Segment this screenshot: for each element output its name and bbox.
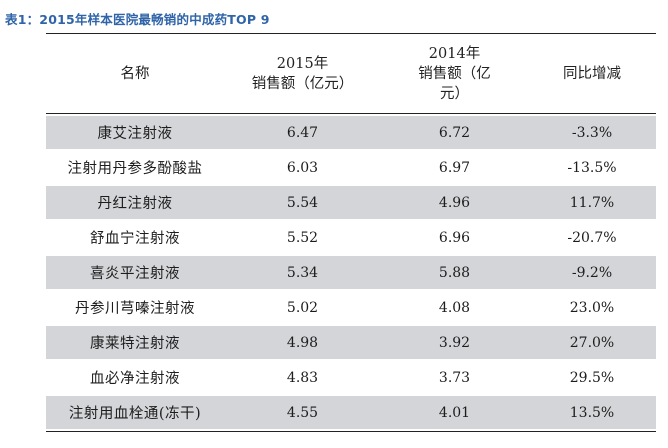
cell-sales-2015: 5.34 — [286, 264, 319, 281]
cell-yoy-change: 13.5% — [569, 404, 615, 421]
cell-yoy-change: 29.5% — [569, 369, 615, 386]
table-header: 名称 2015年 销售额（亿元） 2014年 销售额（亿 元） 同比增减 — [46, 34, 656, 114]
cell-drug-name: 注射用丹参多酚酸盐 — [67, 161, 203, 177]
cell-sales-2014: 3.92 — [438, 334, 471, 351]
table-body: 康艾注射液 6.47 6.72 -3.3% 注射用丹参多酚酸盐 6.03 6.97 -13.5… — [46, 116, 656, 429]
cell-sales-2015: 6.47 — [286, 124, 319, 141]
cell-sales-2015: 6.03 — [286, 159, 319, 176]
cell-yoy-change: 27.0% — [569, 334, 615, 351]
cell-yoy-change: -13.5% — [567, 159, 617, 176]
cell-yoy-change: -3.3% — [571, 124, 613, 141]
header-yoy: 同比增减 — [528, 34, 656, 113]
cell-sales-2014: 6.72 — [438, 124, 471, 141]
header-yoy-label: 同比增减 — [563, 65, 621, 82]
header-sales-2015-label: 销售额（亿元） — [251, 75, 354, 92]
table-row: 康艾注射液 6.47 6.72 -3.3% — [46, 116, 656, 149]
table-row: 血必净注射液 4.83 3.73 29.5% — [46, 361, 656, 394]
cell-sales-2014: 6.96 — [438, 229, 471, 246]
cell-drug-name: 康莱特注射液 — [90, 336, 180, 352]
cell-yoy-change: 11.7% — [569, 194, 615, 211]
cell-sales-2014: 3.73 — [438, 369, 471, 386]
cell-drug-name: 丹参川芎嗪注射液 — [75, 301, 195, 317]
cell-drug-name: 丹红注射液 — [97, 196, 173, 212]
cell-drug-name: 舒血宁注射液 — [90, 231, 180, 247]
header-sales-2014-label: 销售额（亿 — [418, 65, 491, 82]
header-sales-2014-label-cont: 元） — [440, 85, 469, 102]
cell-yoy-change: -9.2% — [571, 264, 613, 281]
cell-yoy-change: 23.0% — [569, 299, 615, 316]
sales-table: 名称 2015年 销售额（亿元） 2014年 销售额（亿 元） 同比增减 康艾注… — [46, 33, 656, 432]
cell-sales-2014: 4.96 — [438, 194, 471, 211]
table-row: 丹红注射液 5.54 4.96 11.7% — [46, 186, 656, 219]
cell-drug-name: 注射用血栓通(冻干) — [68, 406, 202, 422]
cell-drug-name: 喜炎平注射液 — [90, 266, 180, 282]
cell-sales-2014: 4.08 — [438, 299, 471, 316]
cell-yoy-change: -20.7% — [567, 229, 617, 246]
header-sales-2014-year: 2014年 — [428, 45, 481, 62]
cell-sales-2014: 5.88 — [438, 264, 471, 281]
table-row: 注射用丹参多酚酸盐 6.03 6.97 -13.5% — [46, 151, 656, 184]
header-sales-2014: 2014年 销售额（亿 元） — [381, 34, 528, 113]
table-caption: 表1：2015年样本医院最畅销的中成药TOP 9 — [5, 12, 270, 27]
table-row: 丹参川芎嗪注射液 5.02 4.08 23.0% — [46, 291, 656, 324]
table-row: 康莱特注射液 4.98 3.92 27.0% — [46, 326, 656, 359]
cell-sales-2015: 5.52 — [286, 229, 319, 246]
cell-sales-2015: 4.55 — [286, 404, 319, 421]
cell-sales-2015: 4.83 — [286, 369, 319, 386]
cell-drug-name: 血必净注射液 — [90, 371, 180, 387]
cell-sales-2014: 4.01 — [438, 404, 471, 421]
cell-sales-2014: 6.97 — [438, 159, 471, 176]
table-row: 注射用血栓通(冻干) 4.55 4.01 13.5% — [46, 396, 656, 429]
header-sales-2015: 2015年 销售额（亿元） — [224, 34, 381, 113]
cell-sales-2015: 4.98 — [286, 334, 319, 351]
cell-sales-2015: 5.54 — [286, 194, 319, 211]
table-row: 舒血宁注射液 5.52 6.96 -20.7% — [46, 221, 656, 254]
cell-drug-name: 康艾注射液 — [97, 126, 173, 142]
header-sales-2015-year: 2015年 — [276, 55, 329, 72]
table-row: 喜炎平注射液 5.34 5.88 -9.2% — [46, 256, 656, 289]
cell-sales-2015: 5.02 — [286, 299, 319, 316]
header-name-label: 名称 — [120, 65, 150, 82]
header-name: 名称 — [46, 34, 224, 113]
